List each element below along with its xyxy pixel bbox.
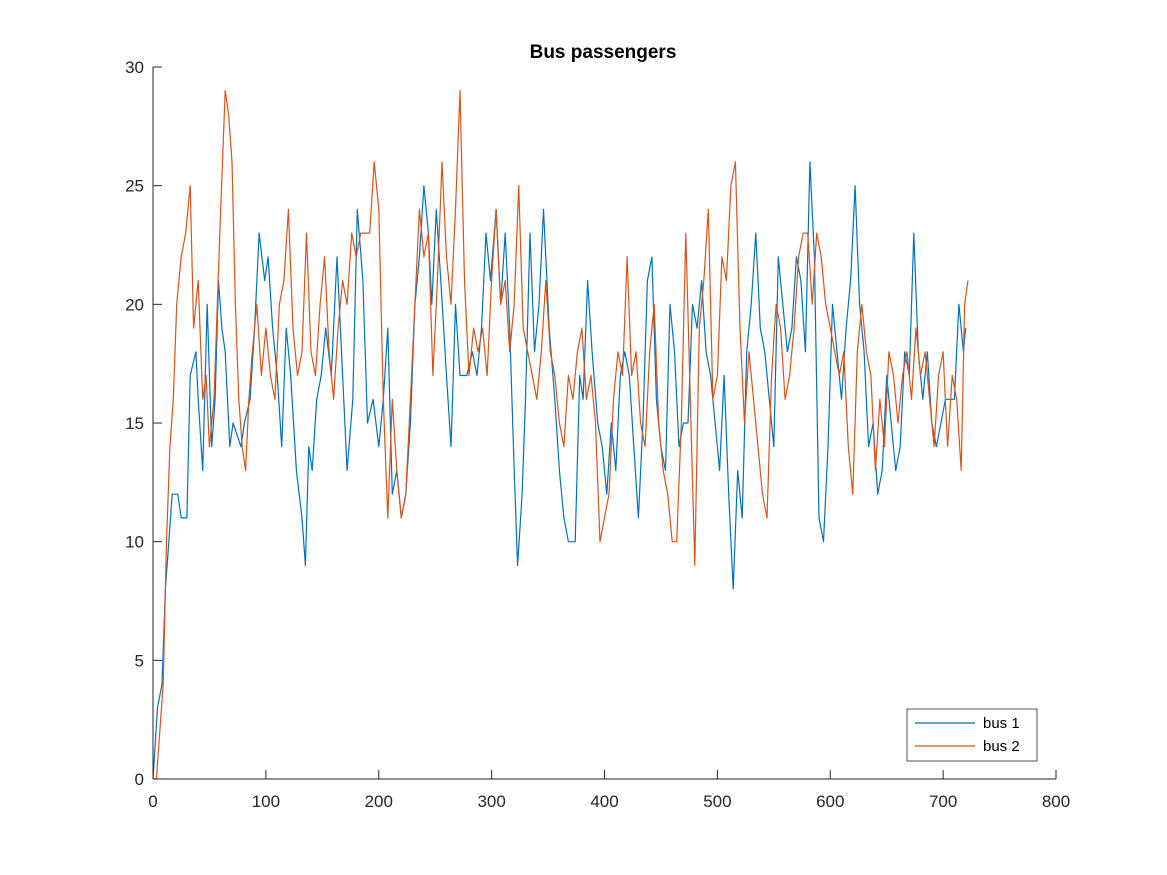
chart-title: Bus passengers	[530, 42, 677, 63]
y-tick-label: 15	[125, 414, 144, 433]
series-line-bus-1	[152, 161, 967, 780]
x-tick-label: 100	[252, 792, 280, 811]
y-tick-label: 10	[125, 533, 144, 552]
x-tick-label: 500	[703, 792, 731, 811]
legend-label-bus-1: bus 1	[983, 715, 1020, 732]
y-tick-label: 25	[125, 177, 144, 196]
y-tick-label: 0	[135, 770, 144, 789]
x-tick-label: 0	[148, 792, 157, 811]
y-tick-label: 30	[125, 58, 144, 77]
legend: bus 1 bus 2	[906, 708, 1038, 762]
legend-box	[906, 708, 1038, 762]
legend-label-bus-2: bus 2	[983, 738, 1020, 755]
x-tick-label: 200	[365, 792, 393, 811]
axes: 0 100 200 300 400 500 600 700 800 0 5 10 15 20 25 30	[125, 58, 1070, 811]
x-tick-label: 700	[929, 792, 957, 811]
x-tick-label: 800	[1042, 792, 1070, 811]
series-line-bus-2	[153, 90, 969, 780]
y-tick-label: 5	[135, 651, 144, 670]
x-tick-label: 600	[816, 792, 844, 811]
plot-area	[152, 90, 969, 780]
y-tick-label: 20	[125, 295, 144, 314]
x-tick-label: 300	[477, 792, 505, 811]
x-tick-label: 400	[590, 792, 618, 811]
